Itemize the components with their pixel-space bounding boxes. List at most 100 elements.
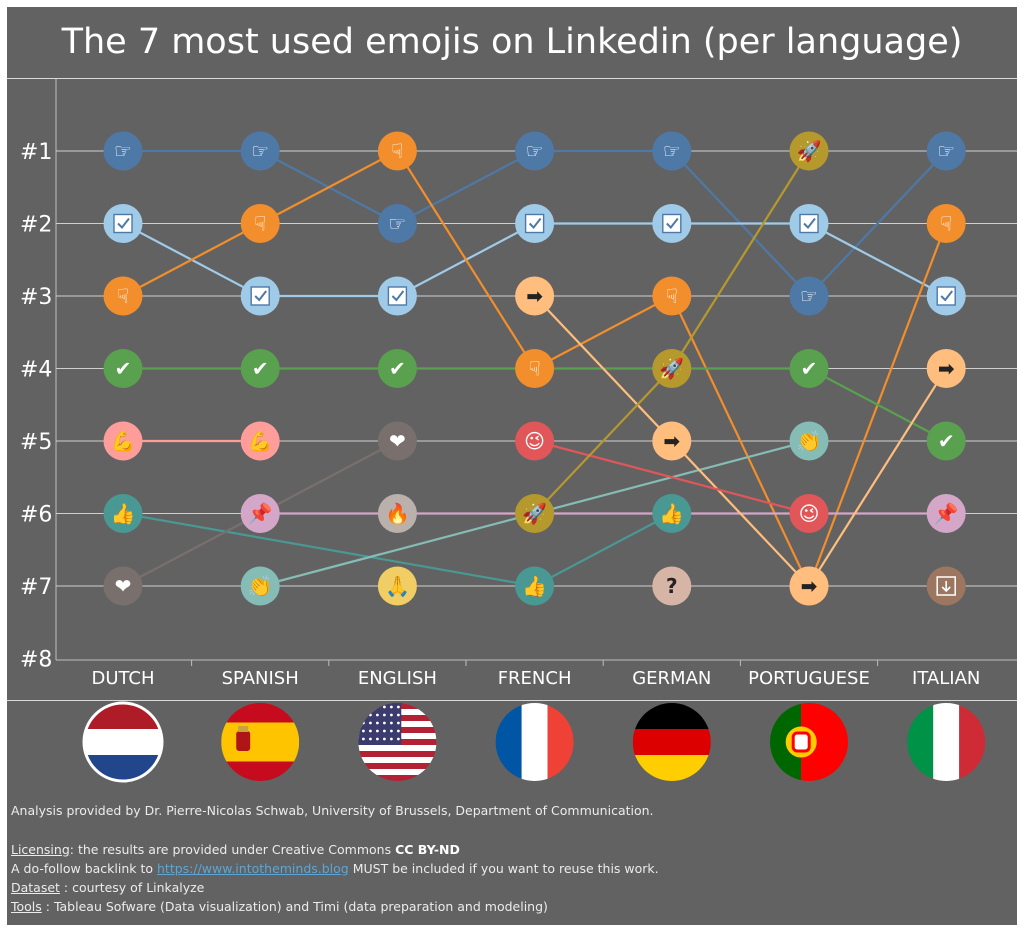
data-point: [103, 131, 143, 171]
data-point: [652, 421, 692, 461]
marker-glyph: ☟: [666, 284, 678, 308]
data-point: [377, 421, 417, 461]
chart-title: The 7 most used emojis on Linkedin (per …: [61, 22, 963, 62]
check-box-icon: [103, 204, 143, 243]
marker-glyph: ☟: [254, 212, 266, 236]
y-tick-label: #7: [20, 575, 52, 600]
heart-icon: ❤: [103, 566, 143, 606]
marker-glyph: ☟: [529, 357, 541, 381]
licensing-text: : the results are provided under Creativ…: [69, 842, 396, 857]
marker-glyph: 🙏: [385, 574, 410, 598]
dataset-text: : courtesy of Linkalyze: [59, 880, 205, 895]
marker-glyph: 👍: [522, 574, 547, 598]
marker-glyph: 👏: [248, 574, 273, 598]
pointing-right-icon: ☞: [515, 131, 555, 171]
marker-glyph: 🚀: [659, 357, 684, 381]
data-point: [103, 421, 143, 461]
data-point: [789, 566, 829, 606]
pushpin-icon: 📌: [926, 494, 966, 533]
check-mark-shape: [117, 217, 130, 230]
backlink-prefix: A do-follow backlink to: [11, 861, 157, 876]
data-point: [652, 494, 692, 533]
tools-text: : Tableau Sofware (Data visualization) a…: [41, 899, 548, 914]
data-point: [103, 276, 143, 316]
marker-glyph: ?: [666, 574, 678, 598]
divider: [7, 700, 1017, 701]
x-tick-label: PORTUGUESE: [748, 668, 870, 689]
check-box-shape: [250, 286, 270, 306]
data-point: [240, 494, 280, 533]
y-tick-label: #2: [20, 213, 52, 238]
data-point: [652, 276, 692, 316]
pointing-down-icon: ☟: [926, 204, 966, 243]
data-point: [377, 566, 417, 606]
data-point: [789, 494, 829, 533]
marker-glyph: 💪: [111, 429, 136, 453]
data-point: [652, 349, 692, 388]
check-box-shape: [113, 213, 133, 234]
check-box-shape: [387, 286, 408, 306]
pointing-down-icon: ☟: [515, 349, 555, 388]
data-point: [926, 204, 966, 243]
check-mark-shape: [940, 290, 953, 302]
data-point: [103, 566, 143, 606]
data-point: [240, 131, 280, 171]
check-mark-shape: [254, 290, 267, 302]
pointing-right-icon: ☞: [789, 276, 829, 316]
data-point: [652, 131, 692, 171]
italy-flag-icon: [907, 703, 986, 781]
licensing-label: Licensing: [11, 842, 70, 857]
backlink-suffix: MUST be included if you want to reuse th…: [348, 861, 659, 876]
data-point: [926, 349, 966, 388]
tools-note: Tools : Tableau Sofware (Data visualizat…: [11, 899, 548, 914]
flexed-bicep-icon: 💪: [240, 421, 280, 461]
marker-glyph: ☞: [251, 139, 269, 163]
data-point: [240, 349, 280, 388]
data-point: [926, 494, 966, 533]
marker-glyph: ➡: [663, 429, 680, 453]
data-point: [240, 204, 280, 243]
y-tick-label: #5: [20, 430, 52, 455]
marker-glyph: ☞: [937, 139, 955, 163]
check-mark-shape: [528, 217, 542, 230]
data-point: [103, 349, 143, 388]
licensing-cc: CC BY-ND: [395, 842, 460, 857]
winking-face-icon: 😉: [789, 494, 829, 533]
pointing-right-icon: ☞: [926, 131, 966, 171]
marker-glyph: ☞: [526, 139, 544, 163]
check-mark-icon: ✔: [926, 421, 966, 461]
x-tick-label: GERMAN: [632, 668, 711, 689]
spain-flag-icon: [221, 703, 300, 781]
usa-flag-icon: [358, 703, 437, 781]
data-point: [515, 421, 555, 461]
check-box-icon: [789, 204, 829, 243]
down-arrow-box-icon: [926, 566, 966, 606]
germany-flag-icon: [632, 703, 711, 781]
y-tick-label: #3: [20, 285, 52, 310]
marker-glyph: 📌: [934, 502, 959, 526]
title-bar: The 7 most used emojis on Linkedin (per …: [7, 7, 1017, 78]
right-arrow-icon: ➡: [789, 566, 829, 606]
infographic: The 7 most used emojis on Linkedin (per …: [7, 7, 1017, 925]
backlink-link[interactable]: https://www.intotheminds.blog: [157, 861, 349, 876]
thumbs-up-icon: 👍: [652, 494, 692, 533]
x-tick-label: ITALIAN: [912, 668, 980, 689]
marker-glyph: 🚀: [522, 502, 547, 526]
marker-glyph: 😉: [799, 502, 820, 526]
check-box-icon: [240, 276, 280, 316]
box-shape: [936, 576, 956, 596]
check-mark-shape: [803, 217, 816, 230]
bump-chart: #1 #2 #3 #4 #5 #6 #7 #8 DUTCH SPANISH ENGLISH FRENC…: [20, 79, 1017, 783]
check-mark-shape: [391, 290, 405, 302]
winking-face-icon: 😉: [515, 421, 555, 461]
data-point: [926, 131, 966, 171]
marker-glyph: ❤: [115, 574, 132, 598]
rocket-icon: 🚀: [652, 349, 692, 388]
x-tick-label: SPANISH: [222, 668, 299, 689]
right-arrow-icon: ➡: [926, 349, 966, 388]
x-tick-label: FRENCH: [498, 668, 572, 689]
arrow-shape: [941, 581, 951, 593]
marker-glyph: ✔: [389, 357, 406, 381]
x-tick-label: DUTCH: [91, 668, 154, 689]
check-box-icon: [377, 276, 417, 316]
